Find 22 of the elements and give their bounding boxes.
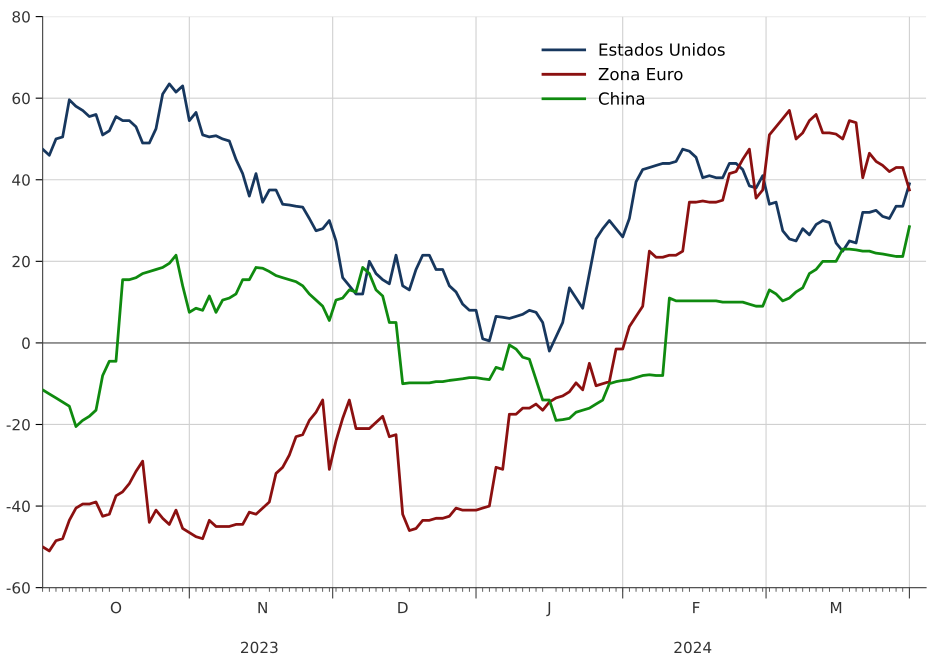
x-tick-label: F [693, 602, 700, 614]
line-series [42, 109, 911, 552]
text: 2023 [241, 642, 278, 654]
line-series [42, 82, 911, 352]
legend-label: Zona Euro [598, 68, 683, 80]
y-tick-label: 0 [22, 337, 30, 349]
y-tick-label: 80 [12, 11, 30, 23]
line-series [42, 225, 911, 428]
legend-label: Estados Unidos [600, 43, 725, 56]
y-tick-label: -40 [6, 500, 30, 512]
y-tick-label: 20 [12, 256, 30, 268]
x-tick-label: D [398, 602, 408, 614]
y-tick-label: 40 [12, 174, 30, 186]
x-tick-label: M [830, 602, 842, 614]
text: 2024 [674, 642, 712, 654]
y-tick-label: 60 [12, 92, 30, 104]
y-tick-label: -20 [6, 418, 30, 431]
legend-label: China [598, 92, 644, 105]
x-tick-label: O [110, 602, 122, 614]
x-tick-label: J [546, 602, 550, 616]
x-tick-label: N [258, 602, 267, 614]
y-tick-label: -60 [6, 582, 30, 594]
